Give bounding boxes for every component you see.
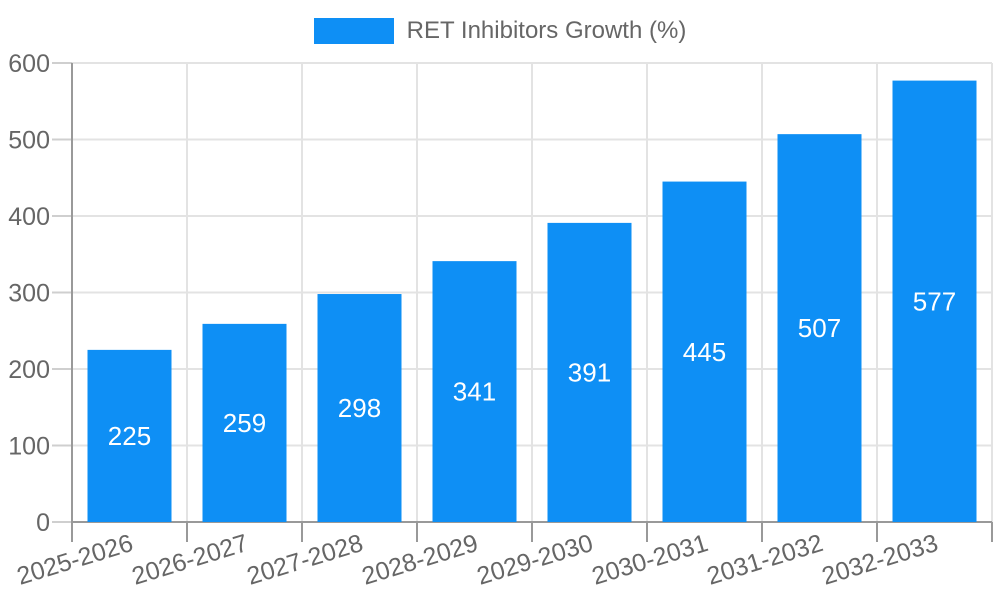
y-tick-label: 500: [8, 127, 50, 155]
x-tick-label: 2029-2030: [474, 529, 597, 591]
y-tick-label: 100: [8, 433, 50, 461]
y-tick-label: 200: [8, 356, 50, 384]
bar[interactable]: [892, 80, 977, 522]
bar-value-label: 298: [338, 393, 381, 423]
bar-value-label: 259: [223, 408, 266, 438]
x-tick-label: 2028-2029: [359, 529, 482, 591]
x-tick-label: 2025-2026: [14, 529, 137, 591]
bar[interactable]: [777, 134, 862, 522]
y-tick-label: 300: [8, 280, 50, 308]
bar-value-label: 391: [568, 357, 611, 387]
x-tick-label: 2031-2032: [704, 529, 827, 591]
bar[interactable]: [202, 323, 287, 522]
bar-value-label: 225: [108, 421, 151, 451]
y-tick-label: 0: [36, 509, 50, 537]
bar[interactable]: [547, 222, 632, 522]
legend-swatch: [313, 18, 394, 44]
bar[interactable]: [662, 181, 747, 522]
x-tick-label: 2026-2027: [129, 529, 252, 591]
y-tick-label: 600: [8, 50, 50, 78]
bar-value-label: 507: [798, 313, 841, 343]
y-tick-label: 400: [8, 203, 50, 231]
bar-value-label: 341: [453, 377, 496, 407]
legend-label: RET Inhibitors Growth (%): [406, 17, 687, 44]
x-tick-label: 2027-2028: [244, 529, 367, 591]
x-tick-label: 2030-2031: [589, 529, 712, 591]
bar[interactable]: [432, 261, 517, 522]
bar-value-label: 445: [683, 337, 726, 367]
bar[interactable]: [317, 294, 402, 522]
chart-legend[interactable]: RET Inhibitors Growth (%): [0, 18, 1000, 44]
bar-value-label: 577: [913, 286, 956, 316]
x-tick-label: 2032-2033: [819, 529, 942, 591]
bar[interactable]: [87, 349, 172, 522]
